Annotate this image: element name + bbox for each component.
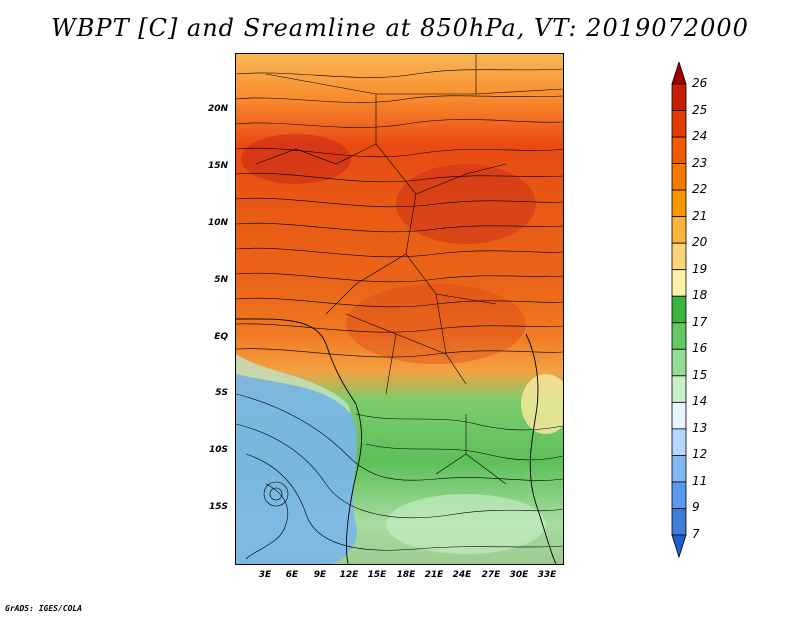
cool-ocean: [236, 374, 357, 564]
warm-core-west: [241, 134, 351, 184]
streamlines: [236, 68, 563, 560]
colorbar-tick-label: 17: [692, 314, 708, 329]
map-area: [235, 53, 564, 565]
grads-credit: GrADS: IGES/COLA: [5, 604, 83, 613]
country-borders: [255, 54, 563, 485]
warm-core-central: [346, 284, 526, 364]
lon-label: 15E: [367, 570, 387, 580]
lat-label: 15N: [207, 161, 228, 171]
colorbar-tick-label: 9: [692, 500, 700, 515]
lat-label: 20N: [207, 104, 228, 114]
lat-label: 5N: [214, 275, 228, 285]
colorbar-swatch: [671, 508, 687, 536]
lon-label: 30E: [509, 570, 529, 580]
colorbar-tick-label: 26: [692, 76, 708, 90]
colorbar-tick-label: 7: [692, 527, 700, 541]
colorbar-tick-label: 21: [692, 208, 708, 223]
lon-label: 9E: [313, 570, 327, 580]
colorbar-swatch: [671, 242, 687, 271]
lon-label: 12E: [339, 570, 359, 580]
east-coastline: [525, 333, 557, 564]
lon-label: 33E: [537, 570, 557, 580]
ocean-front: [236, 354, 351, 414]
colorbar-swatch: [671, 189, 687, 218]
lat-label: EQ: [214, 332, 228, 342]
colorbar-swatch: [671, 428, 687, 456]
colorbar-swatch: [671, 348, 687, 377]
west-coastline: [236, 318, 363, 564]
colorbar-tick-label: 11: [692, 473, 708, 488]
colorbar-tick-label: 23: [692, 155, 708, 170]
colorbar-tick-label: 25: [692, 102, 708, 117]
colorbar-tick-label: 20: [692, 235, 708, 250]
colorbar: [671, 62, 687, 559]
lon-label: 24E: [452, 570, 472, 580]
lat-label: 5S: [215, 388, 228, 398]
coastal-warm-se: [521, 374, 563, 434]
lat-label: 10S: [208, 445, 228, 455]
lon-label: 18E: [396, 570, 416, 580]
colorbar-tick-label: 13: [692, 420, 708, 435]
colorbar-swatch: [671, 322, 687, 350]
colorbar-swatch: [671, 269, 687, 297]
warm-core-east: [396, 164, 536, 244]
cool-plateau-south: [386, 494, 546, 554]
colorbar-max-arrow: [671, 62, 687, 85]
colorbar-tick-label: 24: [692, 129, 708, 144]
lon-label: 3E: [258, 570, 272, 580]
colorbar-swatch: [671, 216, 687, 244]
lon-label: 27E: [481, 570, 501, 580]
colorbar-swatch: [671, 110, 687, 138]
map-plot: [236, 54, 563, 564]
colorbar-tick-label: 12: [692, 447, 708, 462]
colorbar-tick-label: 14: [692, 394, 708, 409]
colorbar-swatch: [671, 481, 687, 509]
colorbar-tick-label: 22: [692, 182, 708, 197]
lon-label: 6E: [285, 570, 299, 580]
colorbar-swatch: [671, 136, 687, 164]
colorbar-swatch: [671, 295, 687, 324]
lat-label: 15S: [208, 502, 228, 512]
colorbar-tick-label: 19: [692, 261, 708, 276]
colorbar-swatch: [671, 455, 687, 483]
chart-title: WBPT [C] and Sreamline at 850hPa, VT: 20…: [51, 14, 749, 42]
colorbar-swatch: [671, 401, 687, 430]
colorbar-swatch: [671, 83, 687, 111]
colorbar-swatch: [671, 375, 687, 403]
colorbar-min-arrow: [671, 534, 687, 559]
colorbar-tick-label: 15: [692, 367, 708, 382]
lat-label: 10N: [207, 218, 228, 228]
colorbar-tick-label: 16: [692, 341, 708, 356]
colorbar-swatch: [671, 163, 687, 191]
lon-label: 21E: [424, 570, 444, 580]
colorbar-tick-label: 18: [692, 288, 708, 303]
